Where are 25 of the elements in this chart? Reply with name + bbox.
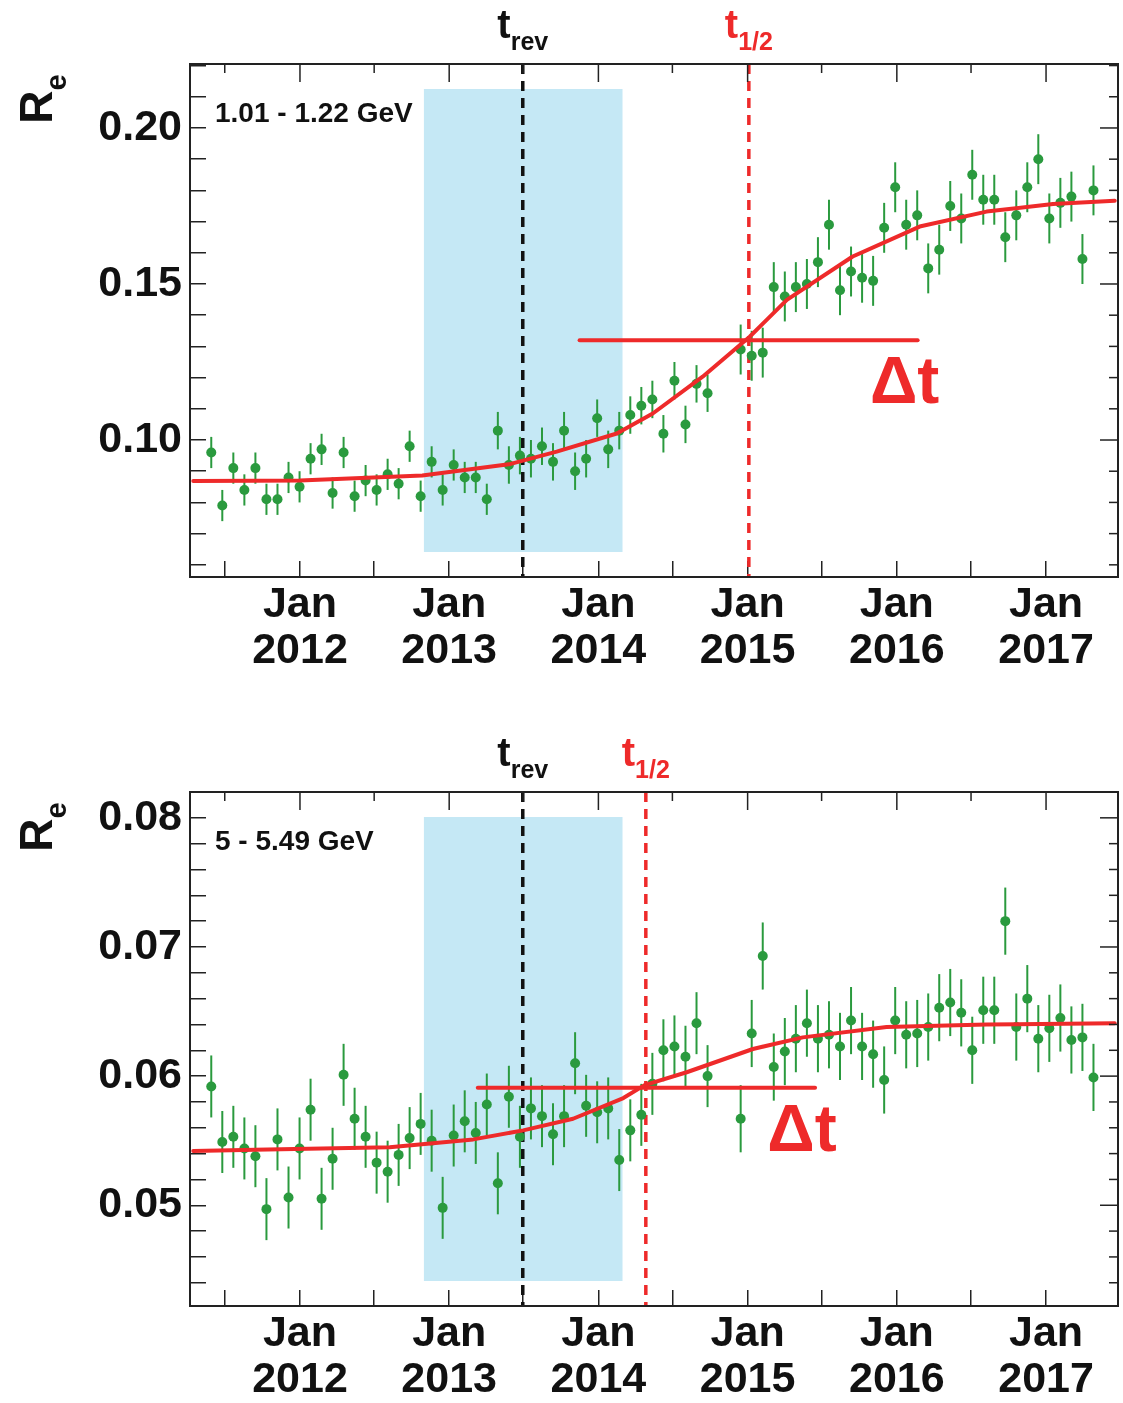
annotation: Δt	[767, 1090, 837, 1165]
y-tick-label: 0.20	[98, 100, 182, 149]
x-tick-label: Jan 2012	[252, 1307, 348, 1401]
x-tick-label: Jan 2016	[849, 1307, 945, 1401]
y-tick-label: 0.05	[98, 1178, 182, 1227]
y-tick-label: 0.07	[98, 919, 182, 968]
annotation: 5 - 5.49 GeV	[215, 825, 375, 856]
y-tick-label: 0.15	[98, 256, 182, 305]
x-tick-label: Jan 2014	[550, 578, 647, 672]
y-tick-label: 0.06	[98, 1048, 182, 1097]
y-tick-label: 0.08	[98, 790, 182, 839]
x-tick-label: Jan 2014	[550, 1307, 647, 1401]
x-tick-label: Jan 2015	[699, 1307, 796, 1401]
x-tick-label: Jan 2016	[849, 578, 945, 672]
x-tick-label: Jan 2013	[401, 1307, 498, 1401]
x-tick-label: Jan 2013	[401, 578, 498, 672]
annotation: Δt	[869, 343, 940, 418]
x-tick-label: Jan 2015	[699, 578, 796, 672]
x-tick-label: Jan 2012	[252, 578, 348, 672]
y-tick-label: 0.10	[98, 412, 182, 461]
annotation: 1.01 - 1.22 GeV	[215, 97, 414, 128]
x-tick-label: Jan 2017	[998, 1307, 1094, 1401]
y-axis-title: Re	[10, 802, 72, 852]
y-axis-title: Re	[10, 74, 72, 124]
x-tick-label: Jan 2017	[998, 578, 1094, 672]
